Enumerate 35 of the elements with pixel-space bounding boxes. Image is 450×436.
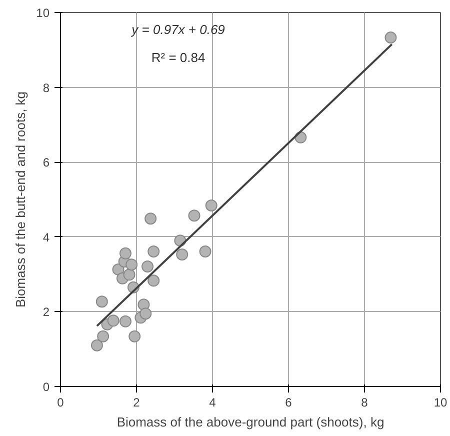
annotation: R² = 0.84 [151,50,206,65]
x-tick-label: 0 [57,396,64,410]
point [205,199,218,212]
x-tick-label: 4 [209,396,216,410]
point [142,260,154,272]
point [119,247,132,260]
y-tick-label: 10 [36,6,50,20]
point [144,212,157,225]
y-tick-label: 0 [42,380,50,394]
y-tick-label: 2 [42,305,50,320]
x-tick-label: 6 [285,396,292,410]
y-tick-label: 6 [42,156,50,170]
point [107,314,120,327]
point [188,210,200,222]
point [199,245,212,258]
x-tick-label: 2 [133,396,140,410]
point [90,339,103,352]
point [148,245,160,258]
point [119,315,132,328]
point [96,296,108,308]
y-axis-title: Biomass of the butt-end and roots, kg [13,91,28,308]
x-axis-title: Biomass of the above-ground part (shoots), kg [116,414,384,430]
point [148,274,160,287]
point [140,308,152,320]
x-tick-label: 8 [361,396,368,410]
point [123,268,136,281]
point [384,32,397,44]
point [176,248,188,260]
point [126,258,138,271]
point [128,330,141,342]
annotation: y = 0.97x + 0.69 [130,22,225,37]
y-tick-label: 8 [42,80,50,95]
point [97,330,110,342]
y-tick-label: 4 [42,230,50,244]
x-tick-label: 10 [434,396,448,410]
